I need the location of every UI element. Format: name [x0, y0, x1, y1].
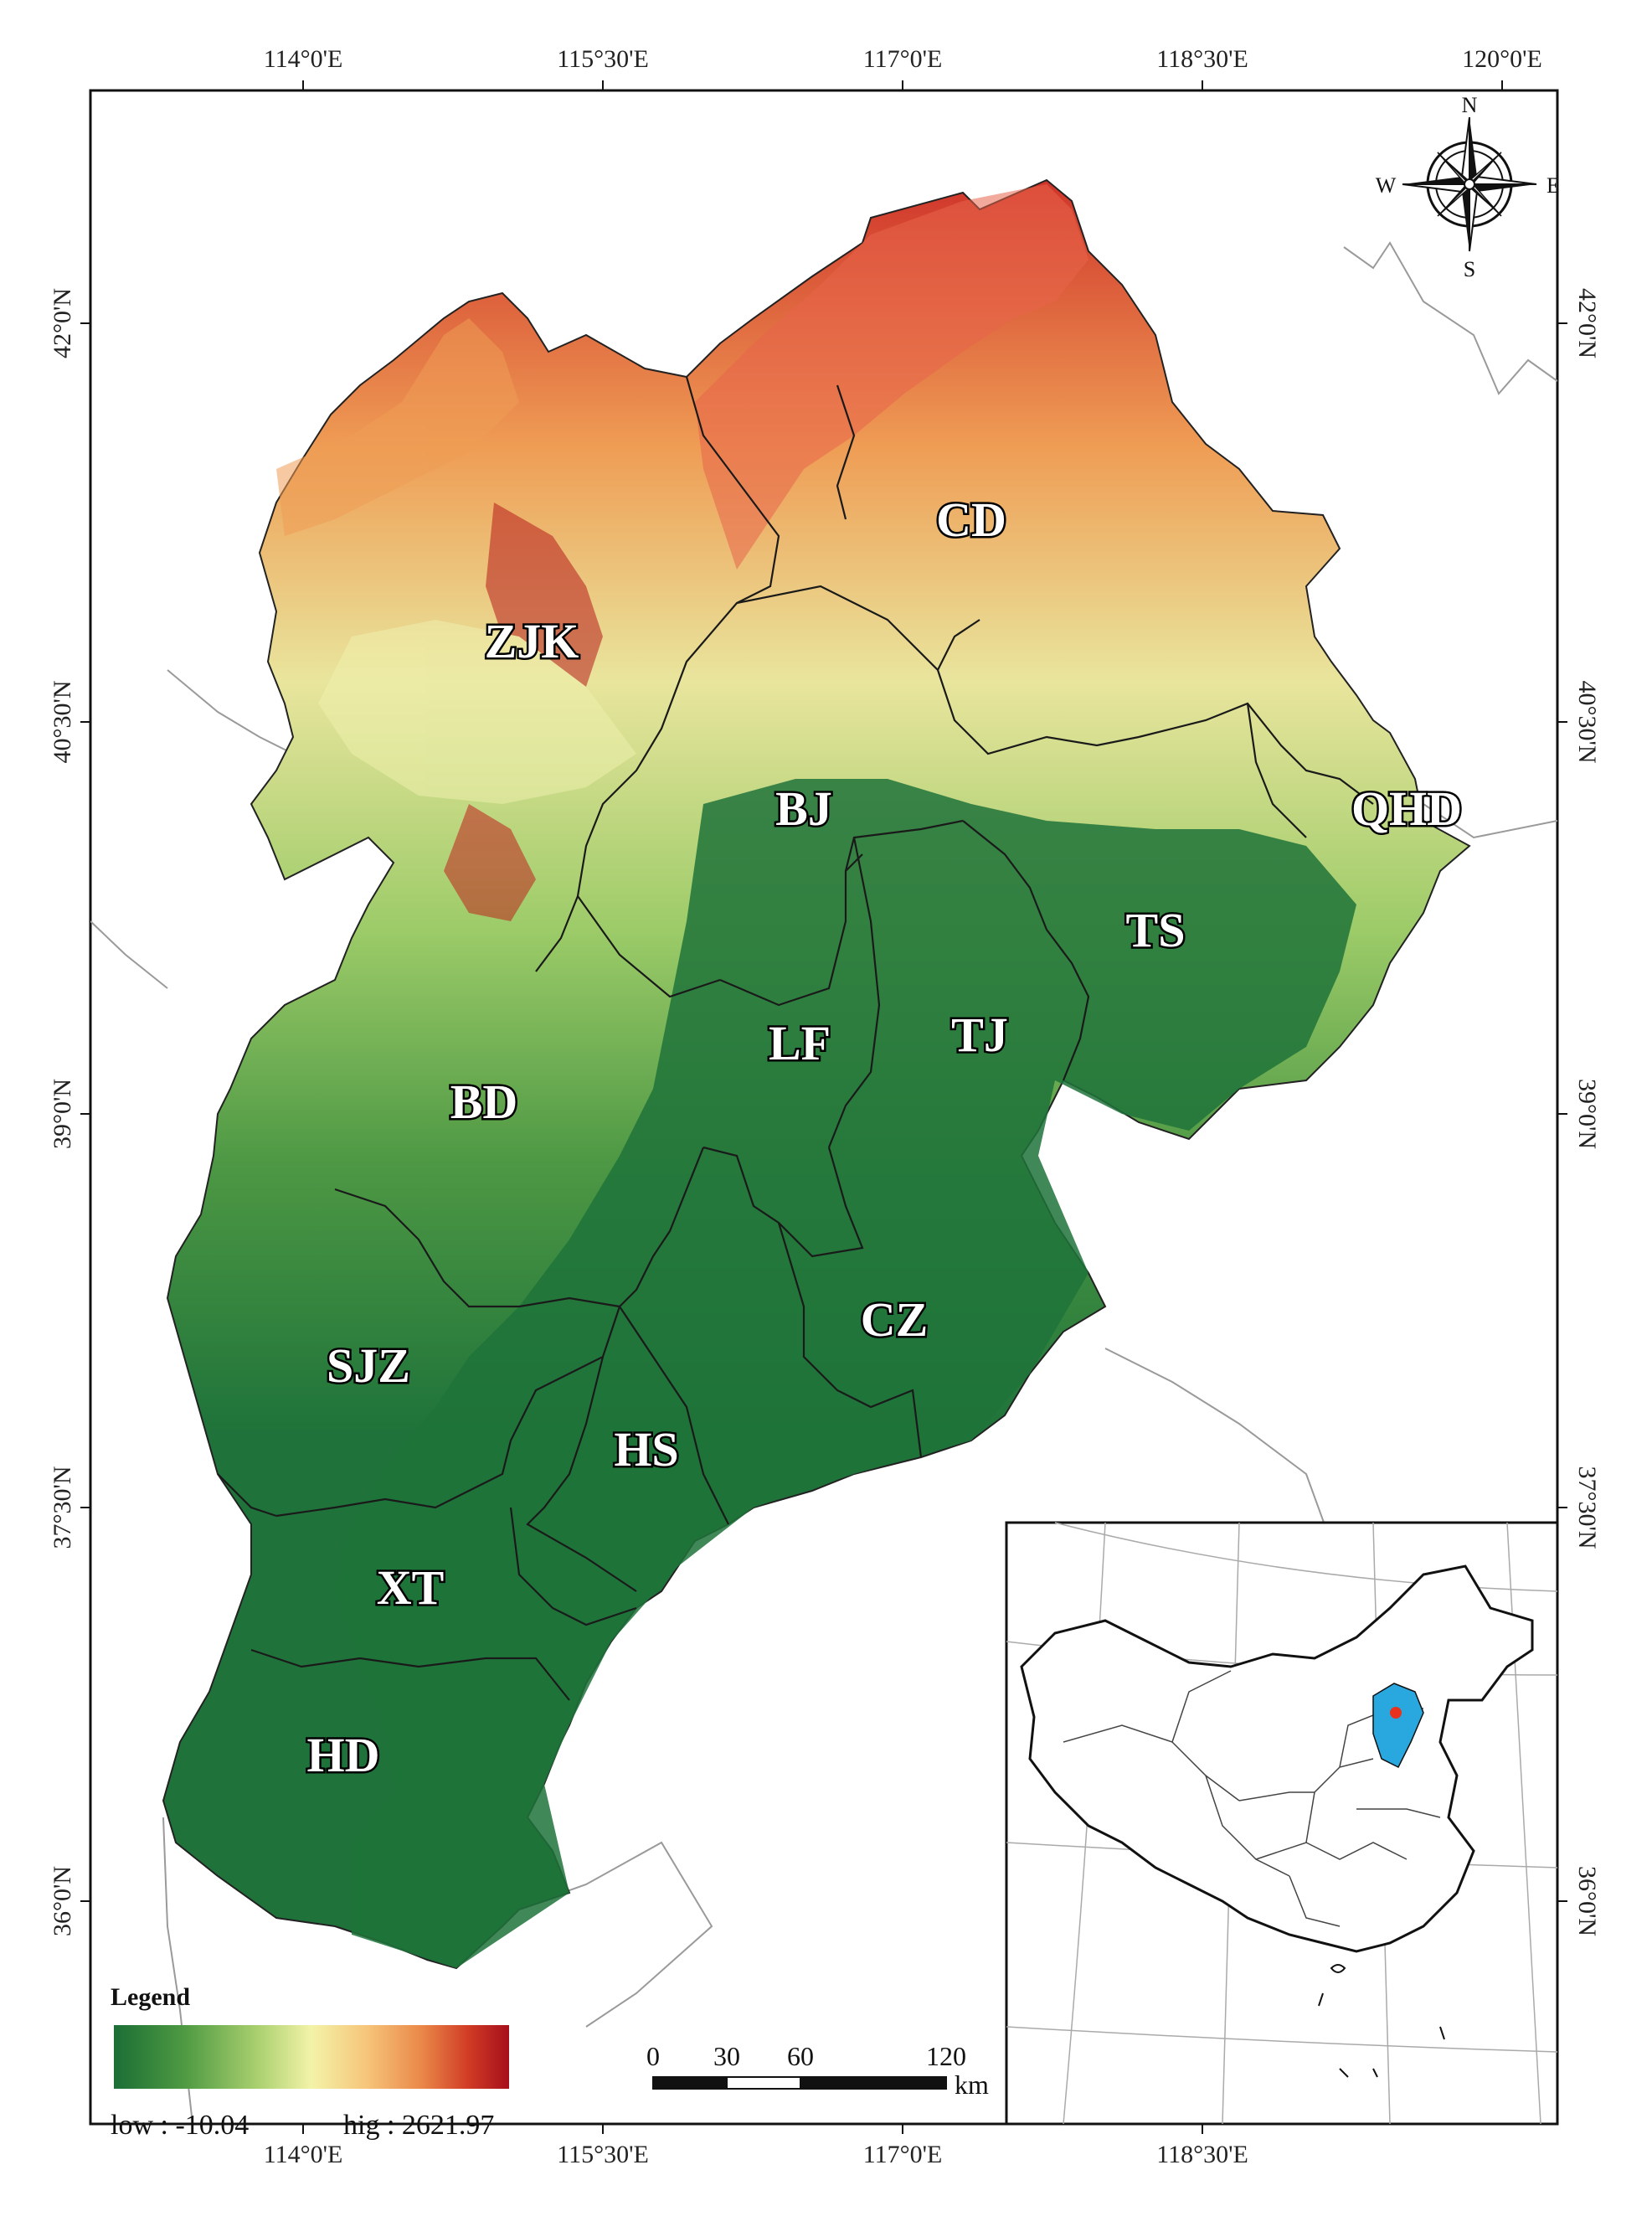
plain-overlay	[335, 779, 1356, 1968]
legend-title: Legend	[111, 1983, 190, 2011]
region-label-zjk: ZJK	[485, 614, 579, 668]
left-tick-label: 37°30'N	[49, 1466, 76, 1549]
left-tick-label: 39°0'N	[49, 1079, 76, 1149]
region-label-bj: BJ	[775, 781, 832, 836]
left-tick-label: 40°30'N	[49, 680, 76, 763]
inset-map	[1005, 1521, 1559, 2126]
top-tick-label: 117°0'E	[863, 45, 943, 73]
china-outline	[1020, 1564, 1534, 1953]
relief-overlay	[276, 184, 1088, 921]
legend: Legend low : -10.04 hig : 2621.97	[111, 1983, 509, 2141]
scale-tick: 60	[787, 2041, 814, 2071]
legend-high: hig : 2621.97	[343, 2110, 494, 2141]
left-tick-label: 42°0'N	[49, 288, 76, 358]
scale-tick: 0	[646, 2041, 660, 2071]
region-label-cd: CD	[936, 492, 1006, 547]
top-tick-label: 115°30'E	[557, 45, 649, 73]
top-tick-label: 118°30'E	[1156, 45, 1248, 73]
legend-low: low : -10.04	[111, 2110, 249, 2141]
compass-n: N	[1462, 93, 1478, 117]
region-label-hd: HD	[307, 1728, 380, 1782]
region-label-xt: XT	[377, 1560, 445, 1615]
scale-unit: km	[955, 2069, 989, 2100]
scale-bar: 0 30 60 120 km	[646, 2041, 989, 2100]
region-label-sjz: SJZ	[327, 1338, 410, 1393]
frame-ticks	[80, 80, 1567, 2134]
compass-s: S	[1464, 257, 1475, 281]
top-tick-label: 120°0'E	[1462, 45, 1542, 73]
region-label-hs: HS	[614, 1422, 678, 1477]
region-label-bd: BD	[450, 1075, 518, 1129]
bottom-longitude-labels: 114°0'E 115°30'E 117°0'E 118°30'E	[264, 2141, 1248, 2168]
inset-point	[1390, 1707, 1402, 1719]
compass-e: E	[1546, 173, 1560, 198]
right-tick-label: 40°30'N	[1573, 680, 1601, 763]
region-label-cz: CZ	[861, 1292, 929, 1347]
bottom-tick-label: 115°30'E	[557, 2141, 649, 2168]
top-longitude-labels: 114°0'E 115°30'E 117°0'E 118°30'E 120°0'…	[264, 45, 1542, 73]
right-tick-label: 37°30'N	[1573, 1466, 1601, 1549]
left-latitude-labels: 42°0'N 40°30'N 39°0'N 37°30'N 36°0'N	[49, 288, 76, 1936]
admin-boundaries	[217, 376, 1374, 1701]
legend-color-ramp	[114, 2025, 509, 2089]
region-label-tj: TJ	[951, 1008, 1008, 1062]
bottom-tick-label: 114°0'E	[264, 2141, 343, 2168]
region-label-qhd: QHD	[1351, 781, 1462, 836]
region-label-lf: LF	[769, 1016, 831, 1070]
region-labels: CD ZJK BJ QHD TS LF TJ BD CZ SJZ HS XT H…	[305, 491, 1464, 1785]
region-label-ts: TS	[1126, 903, 1186, 957]
inset-study-area	[1372, 1683, 1424, 1769]
compass-w: W	[1376, 173, 1397, 198]
scale-tick: 120	[926, 2041, 966, 2071]
right-latitude-labels: 42°0'N 40°30'N 39°0'N 37°30'N 36°0'N	[1573, 288, 1601, 1936]
bottom-tick-label: 117°0'E	[863, 2141, 943, 2168]
scale-tick: 30	[713, 2041, 740, 2071]
right-tick-label: 42°0'N	[1573, 288, 1601, 358]
compass-rose-icon: N S E W	[1376, 93, 1560, 281]
left-tick-label: 36°0'N	[49, 1866, 76, 1936]
right-tick-label: 36°0'N	[1573, 1866, 1601, 1936]
right-tick-label: 39°0'N	[1573, 1079, 1601, 1149]
bottom-tick-label: 118°30'E	[1156, 2141, 1248, 2168]
top-tick-label: 114°0'E	[264, 45, 343, 73]
